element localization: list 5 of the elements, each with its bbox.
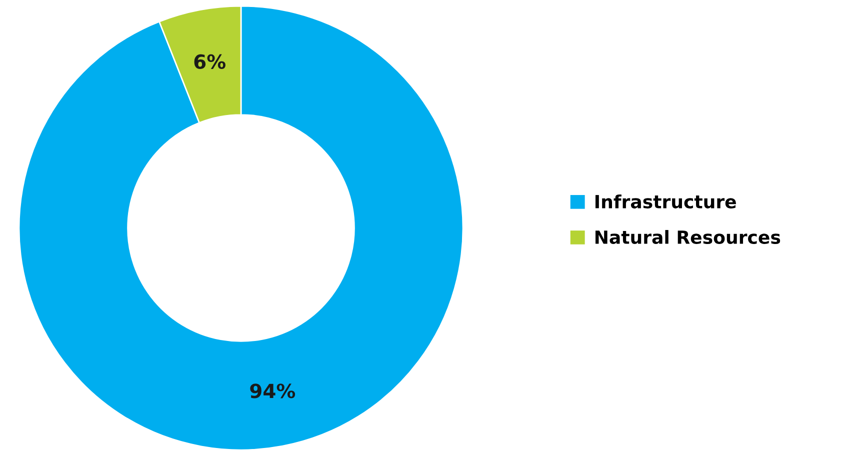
data-label: 6% <box>194 54 226 69</box>
donut-slice <box>18 5 464 451</box>
legend-label: Natural Resources <box>596 230 780 244</box>
legend-label: Infrastructure <box>596 194 736 208</box>
data-label: 94% <box>250 384 296 398</box>
